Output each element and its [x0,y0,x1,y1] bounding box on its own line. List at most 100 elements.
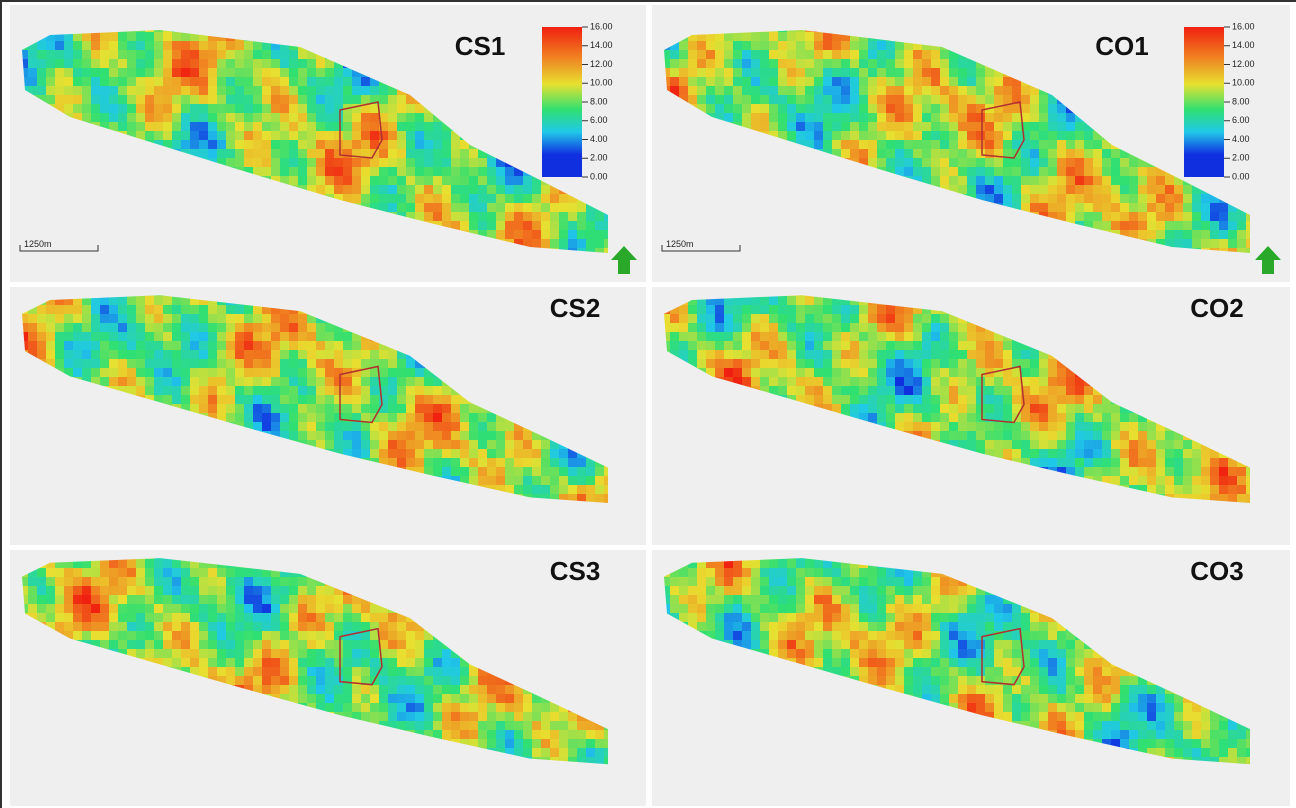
map-cell [469,212,478,221]
map-cell [208,314,217,323]
map-cell [505,167,514,176]
map-cell [82,59,91,68]
map-cell [46,50,55,59]
map-cell [199,122,208,131]
map-cell [415,359,424,368]
map-cell [895,104,904,113]
map-cell [127,350,136,359]
map-cell [505,203,514,212]
map-cell [814,59,823,68]
map-cell [1111,185,1120,194]
map-cell [271,176,280,185]
map-cell [172,77,181,86]
map-cell [976,176,985,185]
map-cell [904,122,913,131]
map-cell [841,68,850,77]
map-cell [949,149,958,158]
map-cell [307,185,316,194]
map-cell [742,113,751,122]
map-cell [769,59,778,68]
map-cell [226,359,235,368]
map-cell [967,140,976,149]
map-cell [307,323,316,332]
map-cell [370,86,379,95]
map-cell [814,50,823,59]
map-cell [397,158,406,167]
map-cell [559,203,568,212]
map-cell [145,377,154,386]
map-cell [334,323,343,332]
map-cell [796,95,805,104]
map-cell [109,368,118,377]
map-cell [406,359,415,368]
map-cell [958,185,967,194]
map-cell [922,167,931,176]
map-cell [154,68,163,77]
map-cell [100,122,109,131]
map-cell [28,305,37,314]
map-cell [1057,104,1066,113]
map-cell [109,59,118,68]
map-cell [199,140,208,149]
map-cell [904,158,913,167]
map-cell [1021,149,1030,158]
map-cell [271,359,280,368]
map-cell [262,323,271,332]
map-cell [91,113,100,122]
map-cell [145,296,154,305]
map-cell [289,323,298,332]
map-cell [760,32,769,41]
map-cell [1021,140,1030,149]
map-cell [994,167,1003,176]
map-cell [388,194,397,203]
map-cell [967,158,976,167]
map-cell [1003,131,1012,140]
map-cell [271,332,280,341]
map-cell [316,104,325,113]
map-cell [460,158,469,167]
map-cell [949,185,958,194]
map-cell [226,104,235,113]
map-cell [397,95,406,104]
map-cell [118,377,127,386]
map-cell [913,140,922,149]
map-cell [967,113,976,122]
map-cell [406,104,415,113]
map-cell [298,95,307,104]
map-cell [316,140,325,149]
map-cell [895,50,904,59]
map-cell [370,350,379,359]
map-cell [208,323,217,332]
map-cell [487,158,496,167]
map-cell [199,113,208,122]
map-cell [334,77,343,86]
map-cell [742,41,751,50]
map-cell [118,350,127,359]
map-cell [64,59,73,68]
map-cell [316,77,325,86]
map-cell [136,50,145,59]
map-cell [958,113,967,122]
map-cell [316,185,325,194]
map-cell [1102,212,1111,221]
map-cell [262,350,271,359]
map-cell [1048,104,1057,113]
map-cell [100,68,109,77]
map-cell [1228,203,1237,212]
map-cell [22,68,28,77]
map-cell [244,323,253,332]
map-cell [823,95,832,104]
map-cell [136,59,145,68]
map-cell [796,122,805,131]
map-cell [787,131,796,140]
map-cell [958,77,967,86]
map-cell [922,176,931,185]
map-cell [1219,248,1228,253]
map-cell [154,104,163,113]
map-cell [145,50,154,59]
map-cell [37,86,46,95]
map-cell [208,68,217,77]
map-cell [316,332,325,341]
map-cell [1120,230,1129,239]
map-cell [73,86,82,95]
